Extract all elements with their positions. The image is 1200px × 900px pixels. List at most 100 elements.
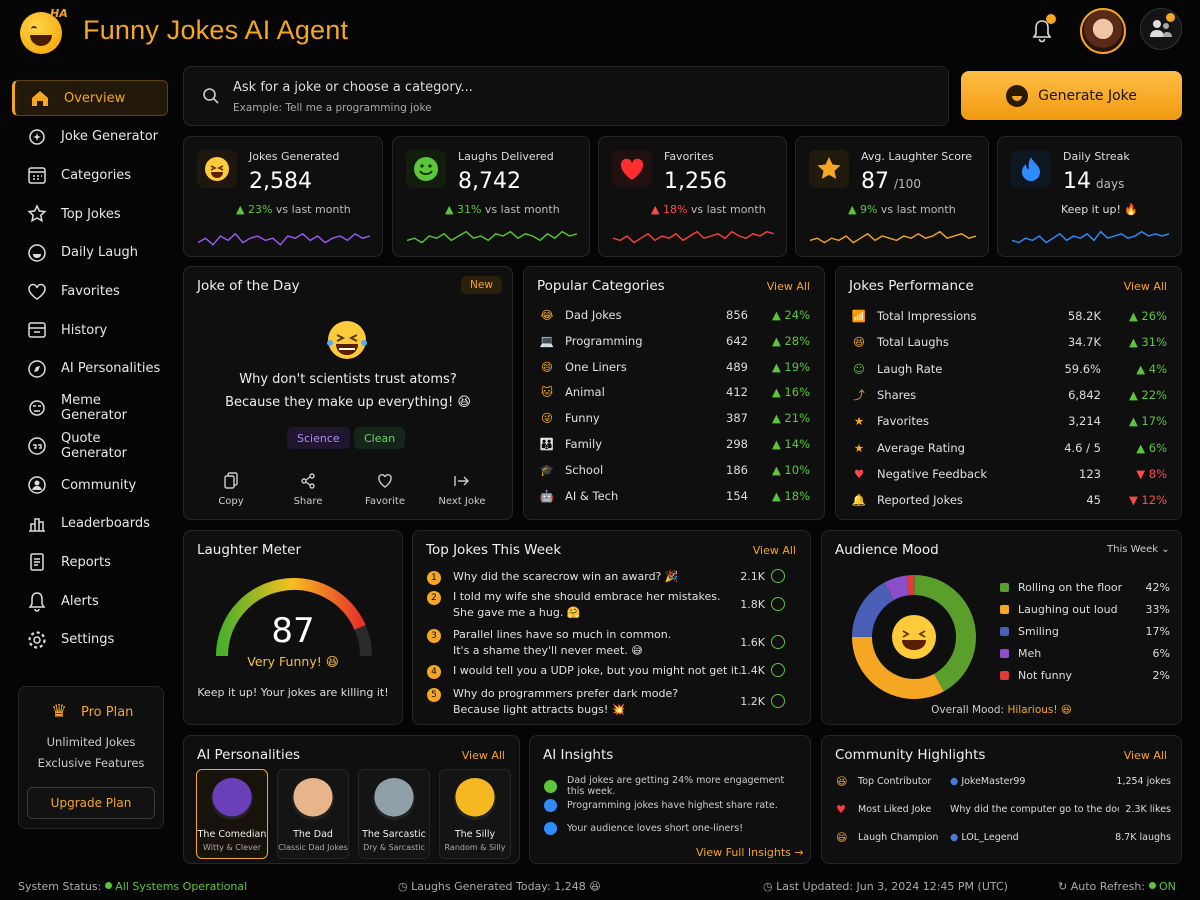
gear-icon [26,630,48,650]
favorite-button[interactable]: Favorite [355,472,415,507]
row-trend: ▲ 21% [771,411,810,426]
personality-card[interactable]: The Sarcastic Dry & Sarcastic [358,769,430,859]
sidebar-item-reports[interactable]: Reports [12,544,168,580]
legend-item: Meh 6% [1000,646,1170,662]
sidebar-item-favorites[interactable]: Favorites [12,274,168,310]
table-row[interactable]: 😂 Dad Jokes 856 ▲ 24% [538,305,810,325]
sidebar-item-settings[interactable]: Settings [12,622,168,658]
table-row[interactable]: 👪 Family 298 ▲ 14% [538,434,810,454]
view-all-link[interactable]: View All [1123,749,1167,762]
insight-item: Programming jokes have highest share rat… [544,798,804,812]
table-row[interactable]: 🤖 AI & Tech 154 ▲ 18% [538,486,810,506]
row-icon: 😆 [853,335,865,350]
legend-item: Smiling 17% [1000,623,1170,639]
status-dot-icon [1149,882,1157,889]
legend-swatch [1000,604,1009,614]
community-user-name: Why did the computer go to the doctor?..… [950,804,1119,815]
personality-card[interactable]: The Dad Classic Dad Jokes [277,769,349,859]
personality-desc: Witty & Clever [203,843,261,852]
sidebar-item-overview[interactable]: Overview [12,80,168,116]
legend-value: 42% [1145,580,1170,594]
period-select[interactable]: This Week ⌄ [1107,544,1170,555]
row-icon: 😜 [541,411,553,426]
top-jokes-card: Top Jokes This Week View All 1 Why did th… [412,530,811,725]
view-full-insights-link[interactable]: View Full Insights → [696,846,804,859]
user-avatar[interactable] [1080,8,1126,54]
community-highlights-title: Community Highlights [835,747,986,763]
sidebar-item-daily-laugh[interactable]: Daily Laugh [12,235,168,271]
personality-card[interactable]: The Comedian Witty & Clever [196,769,268,859]
row-value: 3,214 [1068,414,1101,429]
view-all-link[interactable]: View All [1123,280,1167,293]
generate-joke-button[interactable]: Generate Joke [961,71,1182,120]
row-label: Laugh Rate [877,361,943,376]
community-row[interactable]: ♥ Most Liked Joke Why did the computer go … [836,803,1171,816]
stat-value: 8,742 [458,169,521,194]
table-row[interactable]: 😜 Funny 387 ▲ 21% [538,408,810,428]
community-row[interactable]: 😄 Laugh Champion ● LOL_Legend 8.7K laughs [836,831,1171,844]
table-row[interactable]: 😄 One Liners 489 ▲ 19% [538,357,810,377]
personality-card[interactable]: The Silly Random & Silly [439,769,511,859]
view-all-link[interactable]: View All [766,280,810,293]
rank-badge: 4 [427,665,441,679]
table-row[interactable]: ☺ Laugh Rate 59.6% ▲ 4% [850,359,1167,379]
sidebar-item-alerts[interactable]: Alerts [12,583,168,619]
flame-icon [1011,150,1051,188]
table-row[interactable]: 🔔 Reported Jokes 45 ▼ 12% [850,490,1167,510]
donut-segment[interactable] [852,575,976,699]
history-icon [26,320,48,340]
community-row[interactable]: 😆 Top Contributor ● JokeMaster99 1,254 joke… [836,775,1171,788]
donut-segment[interactable] [852,575,976,699]
auto-refresh-toggle[interactable]: ↻ Auto Refresh: ON [1058,880,1176,893]
copy-button[interactable]: Copy [201,472,261,507]
table-row[interactable]: ★ Average Rating 4.6 / 5 ▲ 6% [850,438,1167,458]
sidebar-item-meme-generator[interactable]: Meme Generator [12,390,168,426]
notification-bell-icon[interactable] [1030,18,1054,44]
table-row[interactable]: 🎓 School 186 ▲ 10% [538,460,810,480]
personality-desc: Dry & Sarcastic [363,843,425,852]
tag-science[interactable]: Science [287,427,350,449]
table-row[interactable]: 😆 Total Laughs 34.7K ▲ 31% [850,332,1167,352]
table-row[interactable]: ★ Favorites 3,214 ▲ 17% [850,411,1167,431]
sidebar-item-label: Favorites [61,284,120,299]
row-icon: 👪 [539,437,555,451]
team-switch-button[interactable] [1140,8,1182,50]
stat-card-favorites: Favorites 1,256 ▲ 18% vs last month [598,136,787,257]
sidebar-item-leaderboards[interactable]: Leaderboards [12,506,168,542]
view-all-link[interactable]: View All [461,749,505,762]
table-row[interactable]: ⤴ Shares 6,842 ▲ 22% [850,385,1167,405]
share-button[interactable]: Share [278,472,338,507]
notification-badge [1046,14,1056,24]
sidebar-item-community[interactable]: Community [12,467,168,503]
tag-clean[interactable]: Clean [354,427,406,449]
row-trend: ▲ 4% [1136,361,1167,376]
search-placeholder[interactable]: Ask for a joke or choose a category... [233,80,473,95]
sidebar-item-quote-generator[interactable]: Quote Generator [12,428,168,464]
community-user: ● LOL_Legend [950,832,1109,843]
sidebar-item-joke-generator[interactable]: Joke Generator [12,119,168,155]
personality-name: The Sarcastic [362,829,426,840]
next-joke-label: Next Joke [438,496,486,507]
sidebar-item-history[interactable]: History [12,312,168,348]
insight-text: Programming jokes have highest share rat… [567,799,778,811]
sidebar-item-top-jokes[interactable]: Top Jokes [12,196,168,232]
legend-item: Not funny 2% [1000,668,1170,684]
row-label: School [565,462,604,477]
sidebar-item-categories[interactable]: Categories [12,157,168,193]
table-row[interactable]: 🐱 Animal 412 ▲ 16% [538,382,810,402]
table-row[interactable]: 💻 Programming 642 ▲ 28% [538,331,810,351]
community-user-name: LOL_Legend [961,832,1019,843]
joke-search-box[interactable]: Ask for a joke or choose a category... E… [183,66,949,126]
upgrade-plan-button[interactable]: Upgrade Plan [27,787,155,819]
view-all-link[interactable]: View All [752,544,796,557]
stat-value: 14 days [1063,169,1124,194]
stat-number: 1,256 [664,169,727,194]
donut-segment[interactable] [852,575,976,699]
table-row[interactable]: ♥ Negative Feedback 123 ▼ 8% [850,464,1167,484]
legend-label: Rolling on the floor [1018,580,1123,594]
sidebar-item-label: Reports [61,554,111,570]
table-row[interactable]: 📶 Total Impressions 58.2K ▲ 26% [850,306,1167,326]
sidebar-item-ai-personalities[interactable]: AI Personalities [12,351,168,387]
row-value: 298 [726,437,748,451]
next-joke-button[interactable]: Next Joke [432,472,492,507]
